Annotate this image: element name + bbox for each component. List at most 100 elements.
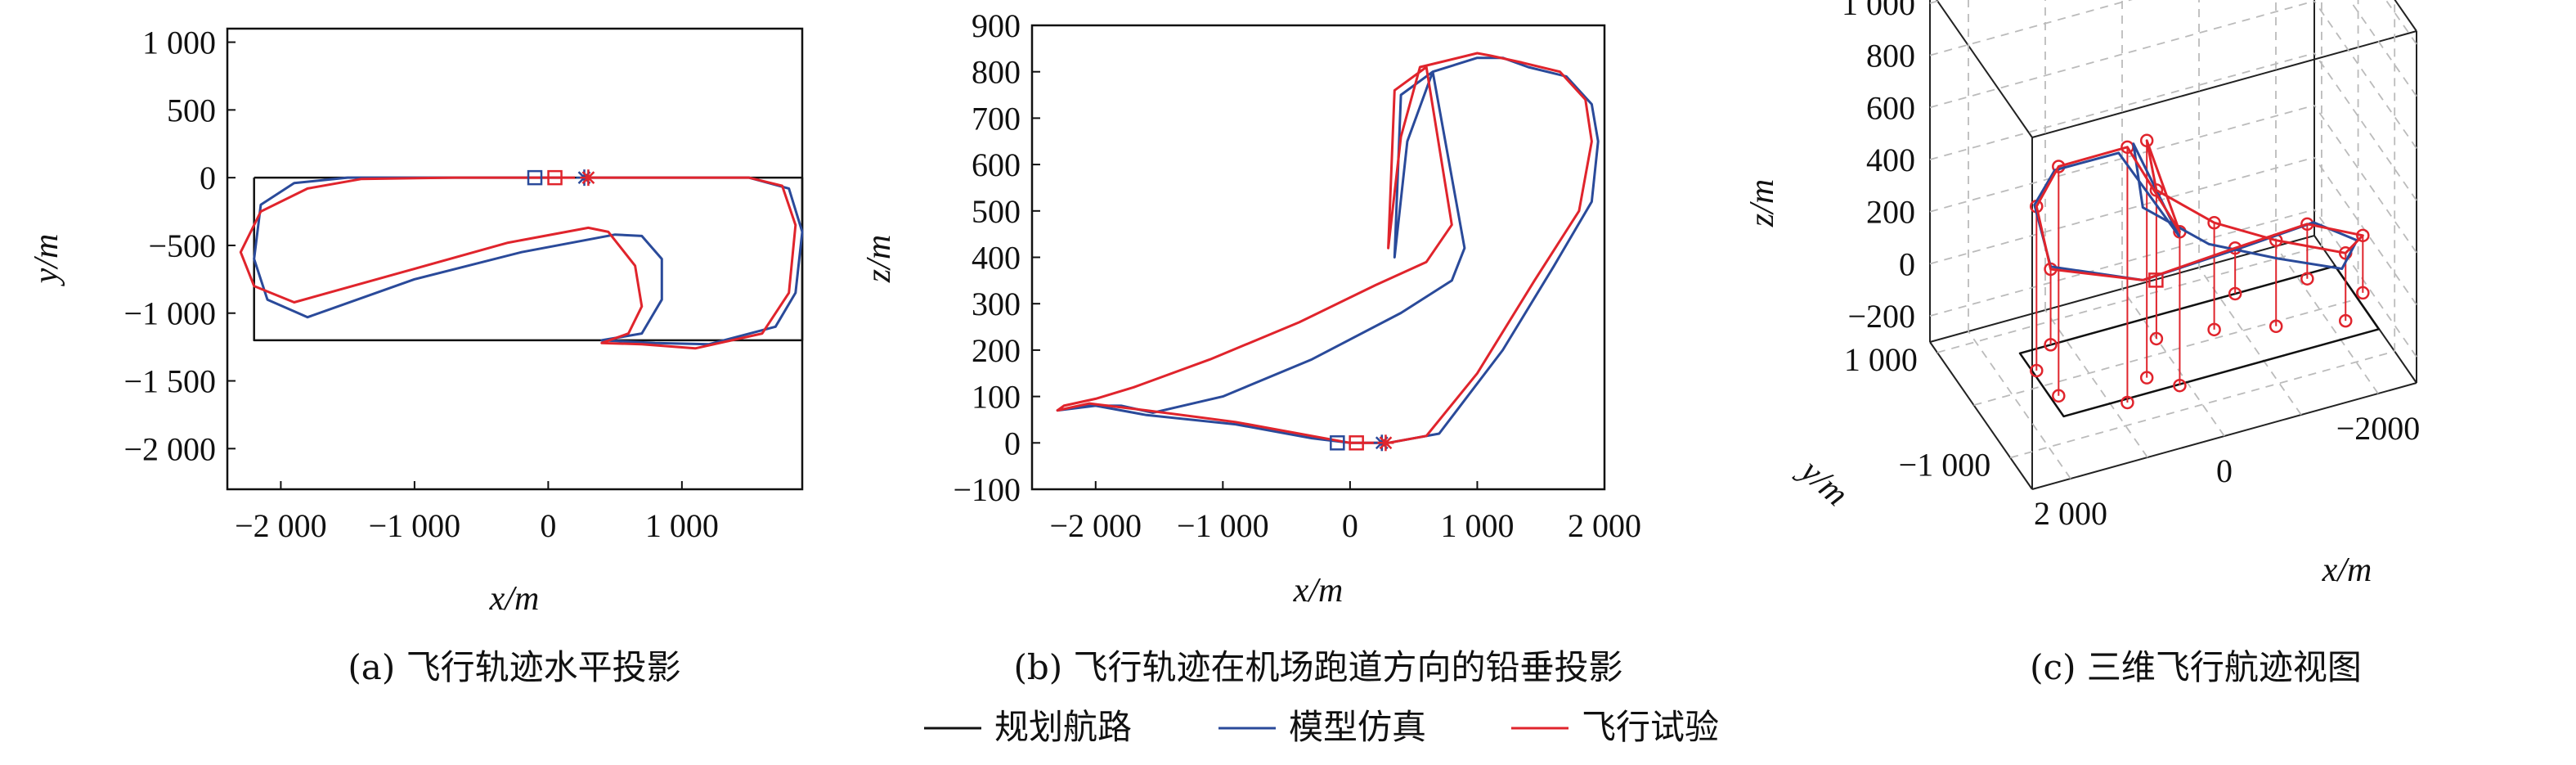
panel-a-series-planned bbox=[253, 176, 804, 342]
panel-b-plot-frame bbox=[1030, 24, 1606, 491]
panel-c-grid-line bbox=[2044, 309, 2148, 458]
panel-a-ytick-label: −2 000 bbox=[123, 430, 216, 467]
panel-c-ground-marker bbox=[2207, 322, 2221, 337]
panel-a-plot-frame bbox=[226, 27, 804, 491]
panel-c-box-edge-top bbox=[2394, 0, 2417, 32]
legend-label-flight: 飞行试验 bbox=[1582, 707, 1719, 747]
panel-c-ticks: 1 000 800 600 400 200 0 −200 2 000 0 −2000 −1 000 1… bbox=[1842, 0, 2420, 532]
panel-c-ground-marker bbox=[2149, 331, 2164, 346]
panel-a-line-planned bbox=[253, 176, 804, 342]
panel-a-series-flight bbox=[239, 176, 797, 350]
panel-b-ytick-label: 100 bbox=[972, 379, 1021, 416]
panel-c-box-edge-bottom bbox=[1929, 341, 2033, 490]
panel-b-ytick-label: 800 bbox=[972, 54, 1021, 91]
panel-c-grid-line bbox=[1973, 298, 2358, 407]
panel-a-xtick-label: −1 000 bbox=[369, 507, 461, 544]
panel-c-ground-marker bbox=[2356, 286, 2370, 300]
panel-b-ytick-label: −100 bbox=[953, 471, 1021, 508]
panel-c-3d-box bbox=[1929, 0, 2417, 490]
panel-c-grid-line bbox=[2313, 209, 2417, 358]
panel-b-series-model bbox=[1056, 56, 1600, 444]
panel-b-ytick-label: 200 bbox=[972, 332, 1021, 369]
panel-a-ytick-label: 500 bbox=[167, 92, 216, 128]
panel-a-xlabel: x/m bbox=[489, 580, 540, 618]
panel-a-marker-model-square bbox=[527, 169, 543, 186]
panel-c-grid-line bbox=[1929, 209, 2315, 317]
panel-c-series-flight bbox=[2035, 139, 2364, 281]
panel-c-xtick-label: 2 000 bbox=[2034, 495, 2107, 532]
panel-c-grid-line bbox=[1968, 331, 2071, 479]
panel-b-ytick-label: 400 bbox=[972, 240, 1021, 277]
panel-c-ztick-label: 800 bbox=[1866, 38, 1915, 74]
panel-b-xtick-label: 1 000 bbox=[1440, 507, 1514, 544]
panel-a-line-flight bbox=[239, 176, 797, 350]
legend-label-planned: 规划航路 bbox=[994, 707, 1132, 747]
panel-c-ylabel: y/m bbox=[1791, 450, 1856, 513]
panel-b-xtick-label: −1 000 bbox=[1177, 507, 1269, 544]
panel-a-ytick-label: −1 000 bbox=[123, 295, 216, 332]
panel-c-caption: (c) 三维飞行航迹视图 bbox=[2030, 647, 2362, 687]
panel-c-grid-line bbox=[2009, 350, 2395, 459]
panel-b-ytick-label: 500 bbox=[972, 193, 1021, 230]
panel-c-ground-marker bbox=[2173, 378, 2187, 393]
legend: 规划航路 模型仿真 飞行试验 bbox=[924, 707, 1719, 747]
panel-c-grid-line bbox=[2313, 0, 2417, 149]
panel-c-box-edge-top bbox=[2031, 30, 2417, 138]
panel-a-xtick-label: 0 bbox=[540, 507, 556, 544]
legend-label-model: 模型仿真 bbox=[1289, 707, 1426, 747]
panel-c-grid-line bbox=[2385, 0, 2417, 45]
panel-c-ztick-label: 200 bbox=[1866, 194, 1915, 231]
panel-c-box-edge-top bbox=[1936, 0, 2033, 138]
panel-a-caption: (a) 飞行轨迹水平投影 bbox=[348, 647, 680, 687]
panel-c-ground-marker bbox=[2338, 313, 2353, 328]
panel-c-ztick-label: −200 bbox=[1847, 298, 1915, 335]
panel-c-xtick-label: −2000 bbox=[2336, 410, 2421, 447]
panel-a-marker-flight-star bbox=[580, 169, 597, 187]
panel-b-marker-flight-square bbox=[1349, 435, 1364, 451]
panel-c-ztick-label: 0 bbox=[1899, 245, 1915, 282]
panel-c-grid-line bbox=[2313, 52, 2417, 201]
panel-b-xticks: −2 000 −1 000 0 1 000 2 000 bbox=[1049, 481, 1641, 544]
panel-b-markers bbox=[1330, 434, 1394, 452]
panel-c-ground-marker bbox=[2030, 363, 2044, 378]
panel-c-3d-view: 1 000 800 600 400 200 0 −200 2 000 0 −2000 −1 000 1… bbox=[1744, 0, 2420, 687]
panel-c-grid-line bbox=[2198, 267, 2302, 416]
panel-a-ylabel: y/m bbox=[28, 234, 65, 287]
panel-c-grid-line bbox=[2121, 288, 2225, 437]
panel-c-line-planned bbox=[2018, 264, 2381, 418]
panel-c-zlabel: z/m bbox=[1744, 179, 1781, 227]
panel-a-ytick-label: 0 bbox=[200, 160, 216, 196]
panel-b-caption: (b) 飞行轨迹在机场跑道方向的铅垂投影 bbox=[1013, 647, 1622, 687]
panel-b-ytick-label: 300 bbox=[972, 286, 1021, 322]
panel-c-ztick-label: 400 bbox=[1866, 142, 1915, 178]
panel-b-ylabel: z/m bbox=[860, 235, 898, 283]
panel-a-series-model bbox=[253, 176, 804, 346]
panel-a-line-model bbox=[253, 176, 804, 346]
panel-a-ytick-label: −500 bbox=[148, 227, 216, 264]
panel-c-grid-line bbox=[1936, 245, 2322, 353]
panel-c-grid-line bbox=[2313, 105, 2417, 254]
panel-c-line-flight bbox=[2035, 139, 2364, 281]
panel-c-point-marker bbox=[2207, 215, 2221, 230]
panel-c-grid-line bbox=[2349, 0, 2417, 97]
panel-a-marker-flight-square bbox=[547, 169, 563, 186]
panel-c-ground-marker bbox=[2228, 286, 2242, 301]
panel-b-ytick-label: 600 bbox=[972, 146, 1021, 183]
panel-c-ztick-label: 600 bbox=[1866, 89, 1915, 126]
panel-c-ground-marker bbox=[2120, 395, 2134, 410]
panel-a-xticks: −2 000 −1 000 0 1 000 bbox=[235, 481, 719, 544]
panel-a-yticks: 1 000 500 0 −500 −1 000 −1 500 −2 000 bbox=[123, 25, 236, 467]
panel-c-grid bbox=[1929, 0, 2417, 479]
panel-c-ztick-label: 1 000 bbox=[1842, 0, 1915, 22]
panel-b-yticks: 900 800 700 600 500 400 300 200 100 0 −100 bbox=[953, 7, 1040, 508]
panel-c-ground-marker bbox=[2044, 338, 2058, 352]
panel-c-ytick-label: 1 000 bbox=[1844, 341, 1918, 378]
panel-c-grid-line bbox=[1929, 0, 2315, 109]
panel-a-horizontal-projection: −2 000 −1 000 0 1 000 1 000 500 0 −500 −1 000 −1… bbox=[28, 25, 804, 687]
panel-b-line-model bbox=[1056, 56, 1600, 444]
panel-b-xtick-label: 0 bbox=[1342, 507, 1358, 544]
panel-c-marker-square bbox=[2148, 272, 2164, 288]
panel-a-markers bbox=[527, 169, 597, 187]
panel-b-marker-flight-star bbox=[1377, 434, 1394, 452]
panel-a-ytick-label: 1 000 bbox=[142, 25, 216, 61]
